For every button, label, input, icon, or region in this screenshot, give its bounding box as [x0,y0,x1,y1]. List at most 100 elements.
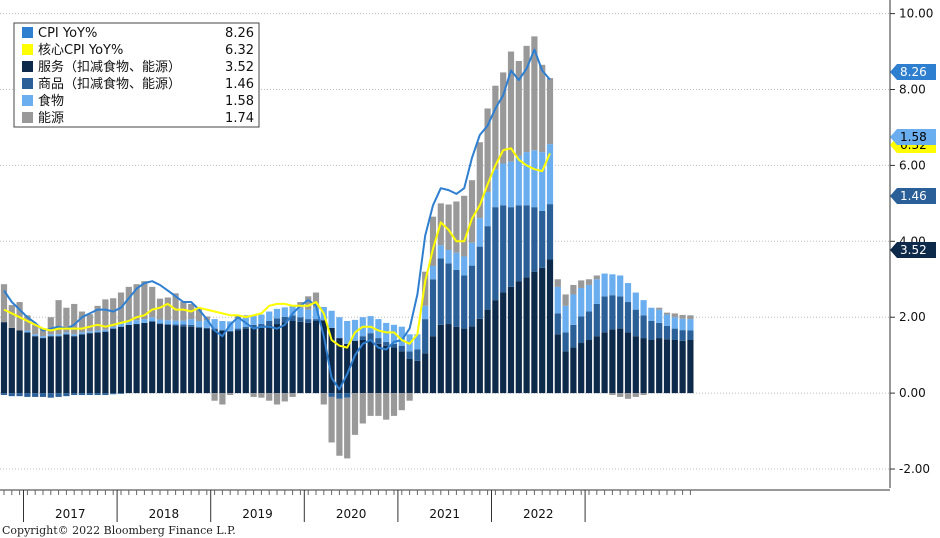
bar-segment [125,286,132,322]
bar-segment [24,332,31,394]
bar-segment [562,351,569,394]
value-tag-label: 8.26 [900,65,927,79]
bar-segment [180,326,187,394]
bar-segment [406,358,413,394]
bar-segment [562,332,569,352]
bar-segment [63,393,70,397]
bar-segment [422,271,429,306]
bar-segment [117,322,125,327]
bar-segment [546,204,554,260]
bar-segment [149,286,156,318]
bar-segment [102,393,109,396]
bar-segment [0,322,8,394]
bar-segment [227,330,234,332]
bar-segment [367,340,374,394]
legend-label: 服务（扣减食物、能源） [38,59,181,75]
value-tag [890,242,936,258]
bar-segment [414,349,421,361]
bar-segment [266,393,273,401]
bar-segment [562,294,569,306]
bar-segment [133,324,140,394]
bar-segment [281,322,288,394]
bar-segment [297,321,304,394]
bar-segment [281,307,288,317]
bar-segment [500,72,507,164]
bar-segment [234,328,242,331]
bar-segment [266,321,273,326]
bar-segment [110,326,117,329]
bar-segment [86,393,93,396]
bar-segment [305,296,312,310]
bar-segment [297,317,304,322]
legend-label: 能源 [38,111,64,126]
bar-segment [375,319,382,339]
legend-value: 1.46 [225,77,254,92]
bar-segment [328,327,335,394]
bar-segment [281,393,288,402]
bar-segment [671,313,678,318]
value-tags: 8.266.321.581.463.52 [890,64,936,258]
bar-segment [219,393,226,405]
bar-segment [468,180,476,243]
legend-label: 核心CPI YoY% [38,43,123,58]
bar-segment [445,204,452,251]
bar-segment [78,393,86,396]
bar-segment [250,393,257,397]
bar-segment [141,322,148,394]
bar-segment [219,321,226,331]
bar-segment [305,322,312,394]
bar-segment [351,393,359,435]
bar-segment [188,319,195,325]
bar-segment [507,286,515,394]
bar-segment [656,309,663,323]
value-tag [890,64,936,80]
legend-value: 1.58 [225,94,254,109]
bar-segment [312,307,320,320]
bar-segment [188,326,195,394]
bar-segment [71,336,78,394]
bar-segment [585,284,593,312]
bar-segment [219,330,226,394]
bar-segment [515,61,522,156]
bar-segment [227,331,234,394]
bar-segment [242,328,249,394]
bar-segment [679,318,686,331]
bar-segment [476,218,483,247]
bar-segment [250,324,257,328]
bar-segment [125,321,132,325]
bar-segment [632,309,639,337]
bar-segment [679,340,686,394]
bar-segment [570,324,577,348]
bar-segment [0,393,8,396]
bar-segment [32,334,39,337]
legend: CPI YoY% 8.26 核心CPI YoY% 6.32 服务（扣减食物、能源） 3.5… [13,22,260,128]
bar-segment [429,265,437,280]
bar-segment [328,393,335,397]
bar-segment [468,265,476,327]
bar-segment [47,336,54,394]
bar-segment [195,307,203,322]
bar-segment [523,152,530,206]
bar-segment [39,328,47,337]
bar-segment [234,319,242,329]
bar-segment [570,347,577,394]
legend-swatch [22,112,33,123]
bar-segment [632,393,639,397]
bar-segment [172,325,179,394]
bar-segment [86,331,93,334]
bar-segment [390,324,398,344]
bar-segment [492,207,499,301]
bar-segment [312,319,320,322]
bar-segment [24,315,31,331]
bar-segment [468,326,476,394]
bar-segment [180,301,187,321]
bar-segment [8,305,15,328]
legend-box [13,22,260,128]
bar-segment [398,326,405,346]
bar-segment [32,324,39,335]
bar-segment [375,338,382,344]
bar-segment [55,393,62,397]
bar-segment [539,267,546,394]
bar-segment [624,302,632,333]
bar-segment [94,305,101,331]
